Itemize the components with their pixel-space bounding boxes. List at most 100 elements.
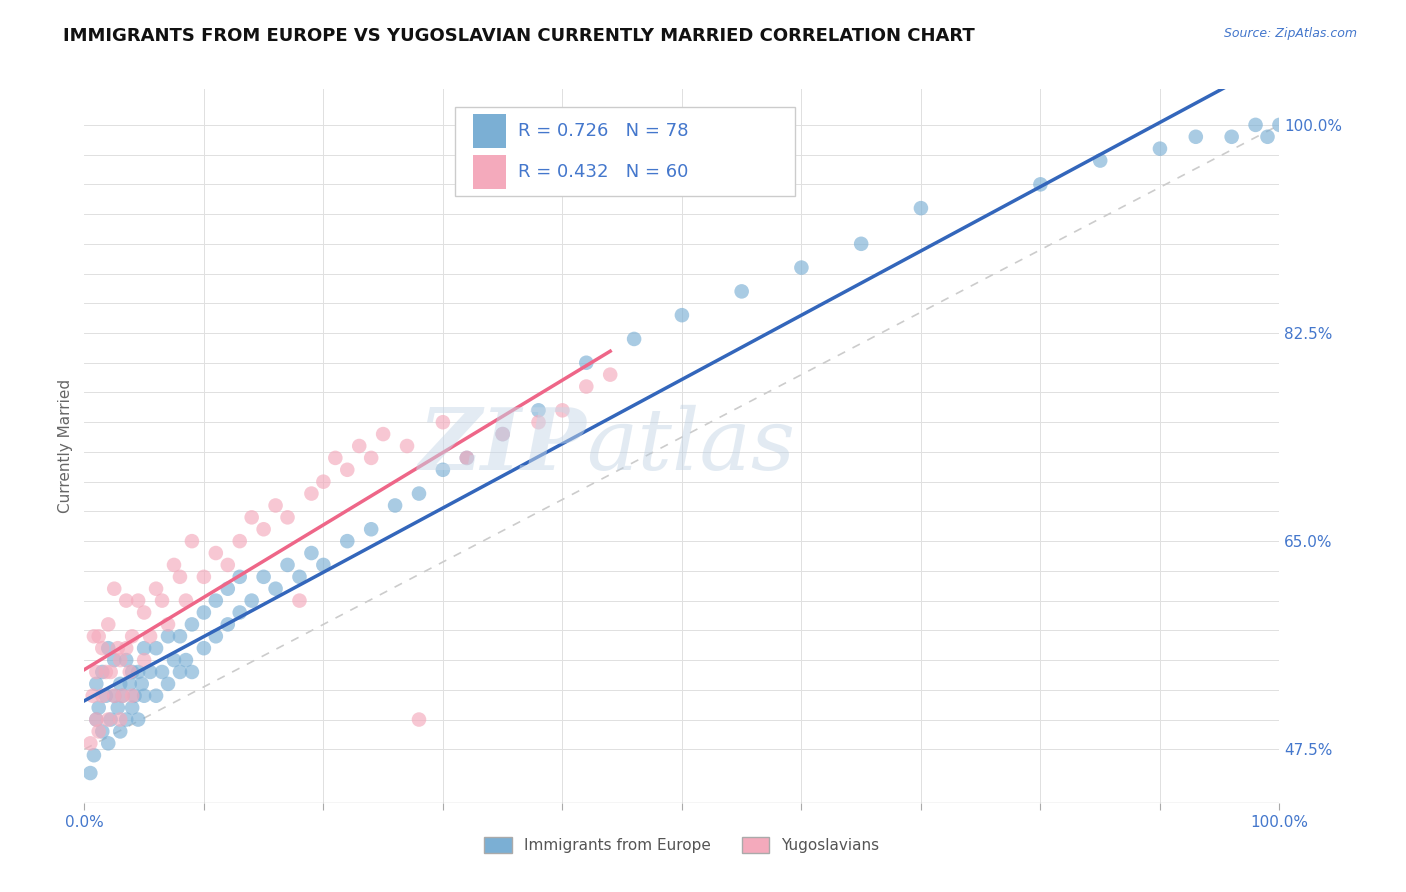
Point bbox=[527, 415, 550, 429]
Point bbox=[277, 510, 299, 524]
Point bbox=[229, 534, 252, 549]
Point bbox=[91, 724, 114, 739]
Text: IMMIGRANTS FROM EUROPE VS YUGOSLAVIAN CURRENTLY MARRIED CORRELATION CHART: IMMIGRANTS FROM EUROPE VS YUGOSLAVIAN CU… bbox=[63, 27, 974, 45]
Point bbox=[163, 558, 186, 572]
Point bbox=[277, 558, 299, 572]
Point bbox=[1220, 129, 1243, 144]
Point bbox=[127, 713, 149, 727]
Point bbox=[599, 368, 621, 382]
Point bbox=[110, 677, 132, 691]
Point bbox=[325, 450, 347, 465]
Point bbox=[103, 689, 125, 703]
Text: ZIP: ZIP bbox=[419, 404, 586, 488]
Point bbox=[100, 665, 122, 679]
FancyBboxPatch shape bbox=[456, 107, 796, 196]
Point bbox=[127, 593, 149, 607]
Point bbox=[229, 570, 252, 584]
Point bbox=[118, 665, 141, 679]
Point bbox=[157, 617, 180, 632]
Point bbox=[124, 689, 146, 703]
Point bbox=[82, 689, 104, 703]
Point bbox=[193, 570, 215, 584]
Point bbox=[97, 617, 120, 632]
Point bbox=[121, 689, 143, 703]
Point bbox=[312, 475, 335, 489]
Point bbox=[97, 641, 120, 656]
Point bbox=[132, 653, 156, 667]
Point bbox=[527, 403, 550, 417]
Point bbox=[851, 236, 873, 251]
Point bbox=[312, 558, 335, 572]
Point bbox=[110, 713, 132, 727]
Point bbox=[157, 629, 180, 643]
Point bbox=[205, 593, 228, 607]
Point bbox=[86, 713, 108, 727]
Point bbox=[110, 724, 132, 739]
Point bbox=[1257, 129, 1279, 144]
Point bbox=[157, 677, 180, 691]
Point bbox=[1244, 118, 1267, 132]
Point bbox=[115, 641, 138, 656]
Point bbox=[288, 593, 311, 607]
Point bbox=[121, 629, 143, 643]
Text: Source: ZipAtlas.com: Source: ZipAtlas.com bbox=[1223, 27, 1357, 40]
Point bbox=[205, 629, 228, 643]
Point bbox=[103, 582, 125, 596]
Point bbox=[91, 689, 114, 703]
Point bbox=[396, 439, 419, 453]
Point bbox=[217, 558, 239, 572]
Point bbox=[623, 332, 645, 346]
Point bbox=[79, 766, 101, 780]
Point bbox=[132, 689, 156, 703]
Point bbox=[111, 689, 134, 703]
Point bbox=[87, 700, 110, 714]
Point bbox=[432, 415, 454, 429]
Point bbox=[456, 450, 478, 465]
Point bbox=[145, 582, 167, 596]
Point bbox=[169, 629, 191, 643]
Point bbox=[1185, 129, 1208, 144]
Point bbox=[150, 665, 173, 679]
Point bbox=[264, 499, 287, 513]
Point bbox=[373, 427, 395, 442]
Point bbox=[1149, 142, 1171, 156]
Point bbox=[139, 665, 162, 679]
Point bbox=[150, 593, 173, 607]
Point bbox=[384, 499, 406, 513]
Point bbox=[240, 593, 263, 607]
Point bbox=[127, 665, 149, 679]
Point bbox=[115, 653, 138, 667]
Point bbox=[229, 606, 252, 620]
Point bbox=[253, 570, 276, 584]
Text: R = 0.432   N = 60: R = 0.432 N = 60 bbox=[519, 163, 689, 181]
Y-axis label: Currently Married: Currently Married bbox=[58, 379, 73, 513]
Point bbox=[103, 653, 125, 667]
Point bbox=[163, 653, 186, 667]
Point bbox=[87, 629, 110, 643]
Point bbox=[301, 546, 323, 560]
Point bbox=[790, 260, 813, 275]
Point bbox=[103, 689, 125, 703]
Point bbox=[86, 677, 108, 691]
Point bbox=[100, 713, 122, 727]
Point bbox=[217, 582, 239, 596]
Point bbox=[181, 534, 204, 549]
Point bbox=[107, 641, 129, 656]
Point bbox=[408, 713, 430, 727]
Point bbox=[111, 689, 134, 703]
Point bbox=[671, 308, 693, 322]
Point bbox=[79, 736, 101, 750]
Point bbox=[181, 617, 204, 632]
Point bbox=[87, 724, 110, 739]
Point bbox=[193, 641, 215, 656]
Point bbox=[94, 665, 117, 679]
Point bbox=[288, 570, 311, 584]
Point bbox=[408, 486, 430, 500]
Point bbox=[145, 641, 167, 656]
Point bbox=[97, 713, 120, 727]
Point bbox=[83, 629, 105, 643]
Point bbox=[1268, 118, 1291, 132]
Point bbox=[492, 427, 515, 442]
Point bbox=[91, 641, 114, 656]
Point bbox=[349, 439, 371, 453]
